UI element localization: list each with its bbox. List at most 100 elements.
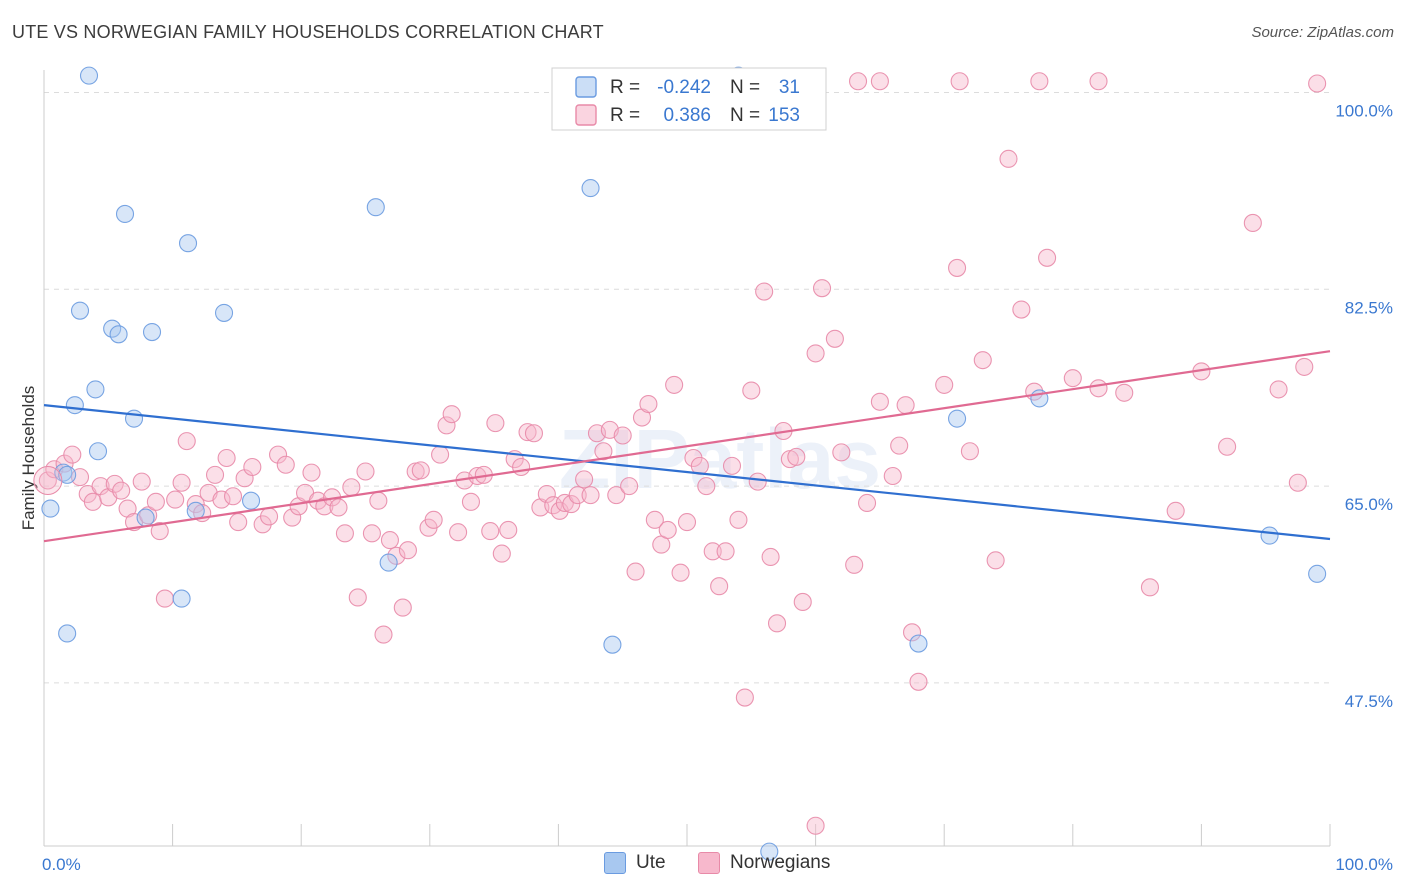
norwegians-point bbox=[716, 542, 735, 561]
norwegians-point bbox=[499, 520, 518, 540]
norwegians-point bbox=[486, 414, 505, 433]
ute-point bbox=[79, 66, 99, 85]
norwegians-point bbox=[212, 490, 231, 509]
ute-point bbox=[1260, 526, 1279, 545]
norwegians-point bbox=[626, 562, 645, 581]
norwegians-point bbox=[973, 351, 992, 370]
bottom-legend: Ute Norwegians bbox=[0, 850, 1406, 880]
norwegians-point bbox=[1115, 383, 1134, 402]
norwegians-point bbox=[581, 486, 600, 505]
norwegians-point bbox=[639, 394, 658, 414]
norwegians-point bbox=[302, 463, 321, 482]
chart-title: UTE VS NORWEGIAN FAMILY HOUSEHOLDS CORRE… bbox=[12, 22, 604, 42]
norwegians-point bbox=[620, 477, 639, 496]
norwegians-point bbox=[883, 466, 902, 486]
norwegians-point bbox=[259, 507, 279, 526]
watermark: ZIPatlas bbox=[559, 412, 881, 506]
norwegians-point bbox=[437, 416, 456, 435]
norwegians-point bbox=[1089, 379, 1108, 398]
norwegians-point bbox=[787, 447, 806, 466]
norwegians-point bbox=[512, 457, 531, 477]
norwegians-point bbox=[166, 490, 185, 509]
norwegians-point bbox=[276, 455, 295, 474]
ute-point bbox=[65, 396, 84, 415]
legend-n-value: 31 bbox=[779, 77, 800, 98]
norwegians-point bbox=[83, 492, 102, 511]
norwegians-point bbox=[431, 445, 450, 464]
norwegians-point bbox=[342, 478, 361, 497]
ute-point bbox=[1308, 564, 1327, 583]
norwegians-point bbox=[1012, 300, 1031, 319]
legend-swatch-ute-corr bbox=[575, 76, 597, 98]
norwegians-point bbox=[742, 381, 761, 400]
norwegians-point bbox=[575, 470, 594, 489]
legend-r-label: R = bbox=[610, 105, 640, 126]
legend-item-ute[interactable]: Ute bbox=[604, 852, 666, 874]
ute-point bbox=[241, 491, 261, 510]
ute-point bbox=[109, 325, 128, 344]
norwegians-point bbox=[722, 456, 742, 475]
norwegians-point bbox=[33, 465, 63, 495]
norwegians-point bbox=[562, 495, 581, 514]
y-axis-label: Family Households bbox=[19, 386, 38, 531]
norwegians-point bbox=[607, 486, 626, 505]
norwegians-point bbox=[172, 473, 191, 492]
norwegians-point bbox=[1038, 248, 1057, 267]
ute-point bbox=[86, 380, 105, 399]
norwegians-point bbox=[825, 329, 844, 348]
norwegians-point bbox=[986, 551, 1005, 570]
norwegians-point bbox=[870, 392, 889, 411]
norwegians-point bbox=[729, 510, 748, 529]
norwegians-point bbox=[205, 465, 225, 484]
norwegians-point bbox=[710, 577, 729, 596]
legend-n-label: N = bbox=[730, 105, 760, 126]
legend-swatch-norwegians-corr bbox=[575, 104, 597, 126]
norwegians-point bbox=[890, 436, 909, 455]
ute-trend-line bbox=[43, 404, 1331, 541]
norwegians-point bbox=[177, 432, 196, 451]
norwegians-point bbox=[283, 508, 302, 527]
norwegians-point bbox=[812, 279, 832, 298]
norwegians-point bbox=[335, 524, 354, 543]
norwegians-point bbox=[677, 513, 697, 532]
norwegians-point bbox=[1269, 380, 1288, 399]
norwegians-point bbox=[735, 688, 754, 707]
norwegians-point bbox=[132, 472, 151, 491]
norwegians-point bbox=[139, 506, 158, 525]
y-tick-label: 65.0% bbox=[1345, 495, 1393, 514]
norwegians-point bbox=[150, 522, 169, 541]
ute-point bbox=[124, 409, 144, 428]
norwegians-point bbox=[950, 72, 969, 91]
legend-item-norwegians[interactable]: Norwegians bbox=[698, 852, 830, 874]
norwegians-point bbox=[793, 592, 812, 612]
norwegians-point bbox=[1243, 213, 1262, 233]
norwegians-point bbox=[329, 498, 348, 517]
ute-point bbox=[948, 409, 967, 428]
norwegians-point bbox=[870, 72, 889, 91]
legend-swatch-norwegians bbox=[698, 852, 720, 874]
norwegians-point bbox=[223, 487, 243, 506]
legend-r-value: 0.386 bbox=[663, 105, 711, 126]
norwegians-point bbox=[999, 149, 1018, 168]
norwegians-point bbox=[380, 531, 399, 550]
norwegians-point bbox=[645, 510, 664, 529]
norwegians-point bbox=[217, 448, 236, 468]
norwegians-point bbox=[537, 484, 556, 504]
norwegians-point bbox=[374, 625, 393, 644]
norwegians-point bbox=[857, 493, 877, 513]
norwegians-point bbox=[38, 471, 57, 490]
correlation-legend bbox=[551, 67, 827, 131]
legend-n-label: N = bbox=[730, 77, 760, 98]
norwegians-point bbox=[697, 477, 716, 496]
norwegians-point bbox=[398, 541, 417, 560]
ute-point bbox=[603, 635, 622, 654]
norwegians-point bbox=[755, 282, 774, 301]
norwegians-point bbox=[896, 396, 915, 415]
y-tick-label: 47.5% bbox=[1345, 692, 1393, 711]
legend-label-norwegians: Norwegians bbox=[730, 852, 831, 873]
norwegians-point bbox=[362, 524, 381, 543]
ute-point bbox=[142, 322, 162, 342]
ute-point bbox=[214, 303, 234, 322]
norwegians-point bbox=[703, 542, 722, 561]
y-tick-label: 100.0% bbox=[1335, 101, 1393, 120]
